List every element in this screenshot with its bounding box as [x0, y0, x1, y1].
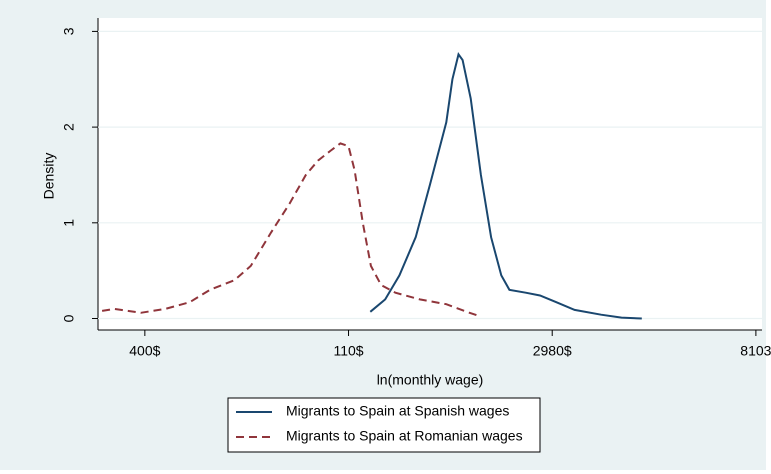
- x-tick-label: 110$: [333, 343, 363, 359]
- y-tick-label: 3: [61, 27, 77, 35]
- legend-box: [227, 397, 541, 453]
- y-axis-title: Density: [41, 153, 57, 200]
- y-tick-label: 1: [61, 219, 77, 227]
- y-tick-label: 2: [61, 123, 77, 131]
- y-tick-label: 0: [61, 314, 77, 322]
- x-tick-label: 2980$: [533, 343, 572, 359]
- legend-label: Migrants to Spain at Romanian wages: [286, 428, 523, 444]
- series-line: [369, 52, 642, 320]
- x-tick-label: 400$: [129, 343, 160, 359]
- plot-area: [98, 18, 762, 330]
- x-tick-label: 8103: [740, 343, 771, 359]
- legend-label: Migrants to Spain at Spanish wages: [286, 403, 509, 419]
- x-axis-title: ln(monthly wage): [377, 372, 484, 388]
- series-line: [101, 142, 482, 318]
